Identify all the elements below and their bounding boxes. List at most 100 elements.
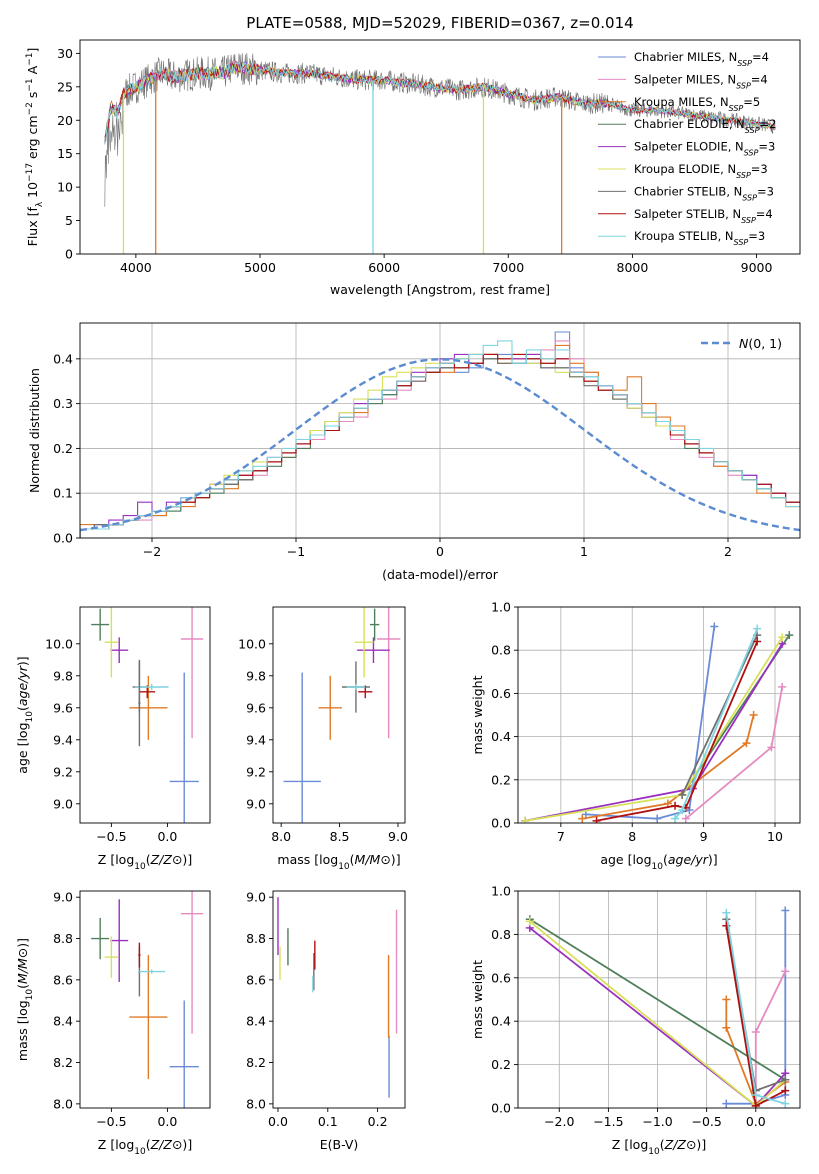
plot-frame (79, 39, 801, 255)
y-tick-label: 10.0 (238, 636, 266, 651)
y-tick-label: 8.0 (246, 1096, 266, 1111)
errorbar-point (357, 637, 390, 663)
y-tick-label: 0.3 (53, 396, 73, 411)
gaussian-curve (80, 358, 800, 532)
weight-marker (753, 637, 762, 646)
y-tick-label: 0.2 (491, 772, 511, 787)
y-tick-label: 0.0 (53, 531, 73, 546)
errorbar-point (138, 659, 141, 747)
weight-marker (742, 739, 751, 748)
weight-marker (653, 814, 662, 823)
y-tick-label: 0.2 (491, 1057, 511, 1072)
y-tick-label: 9.6 (246, 700, 266, 715)
weight-line (582, 714, 755, 820)
errorbar-point (169, 672, 199, 823)
y-tick-label: 1.0 (491, 884, 511, 899)
axis-label: mass [log10(M/M⊙)] (277, 852, 400, 872)
errorbar-point (283, 672, 321, 823)
errorbar-point (354, 607, 374, 678)
axis-label: Z [log10(Z/Z⊙)] (98, 852, 192, 872)
weight-marker (592, 816, 601, 823)
errorbar-point (110, 899, 129, 982)
errorbar-point (110, 637, 129, 663)
x-tick-label: 0.2 (368, 1114, 388, 1129)
y-tick-label: 8.4 (53, 1014, 73, 1029)
x-tick-label: 0.0 (157, 829, 177, 844)
age-vs-metallicity-panel: −0.5 0.0 9.0 9.2 9.4 9.6 9.8 10.0 Z [log10(Z/Z⊙)… (15, 606, 211, 872)
x-tick-label: 5000 (244, 260, 276, 275)
y-tick-label: 0.8 (491, 927, 511, 942)
errorbar-point (138, 969, 166, 974)
x-tick-label: 10 (767, 829, 783, 844)
weight-line (585, 626, 716, 820)
y-tick-label: 0.6 (491, 686, 511, 701)
weight-marker (781, 967, 790, 976)
weight-marker (781, 906, 790, 915)
x-tick-label: 1 (580, 544, 588, 559)
axis-label: Normed distribution (27, 368, 42, 493)
weight-vs-age-panel: 7 8 9 10 0.0 0.2 0.4 0.6 0.8 1.0 age [log10(age/yr… (470, 600, 801, 872)
y-tick-label: 15 (57, 146, 73, 161)
weight-line (681, 634, 759, 796)
y-tick-label: 8.6 (246, 972, 266, 987)
x-tick-label: 0.1 (318, 1114, 338, 1129)
mass-vs-extinction-panel: 0.0 0.1 0.2 8.0 8.2 8.4 8.6 8.8 9.0 E(B-V) (246, 890, 406, 1152)
x-tick-label: 0.0 (746, 1114, 766, 1129)
errorbar-point (134, 683, 169, 691)
plot-frame (79, 606, 211, 824)
x-tick-label: 8000 (617, 260, 649, 275)
weight-marker (722, 1023, 731, 1032)
axis-label: age [log10(age/yr)] (600, 852, 717, 872)
errorbar-point (91, 917, 110, 960)
weight-marker (671, 801, 680, 810)
weight-marker (525, 917, 534, 926)
y-tick-label: 10 (57, 180, 73, 195)
errorbar-point (180, 891, 204, 1034)
weight-marker (781, 1099, 790, 1108)
errorbar-point (104, 936, 119, 978)
y-tick-label: 9.2 (53, 764, 73, 779)
errorbar-point (180, 607, 204, 739)
y-tick-label: 9.4 (246, 732, 266, 747)
spectrum-line (104, 61, 776, 145)
y-tick-label: 8.0 (53, 1096, 73, 1111)
errorbar-point (138, 942, 141, 968)
weight-marker (778, 682, 787, 691)
x-tick-label: −0.5 (96, 829, 126, 844)
residual-histogram-panel: −2 −1 0 1 2 0.0 0.1 0.2 0.3 0.4 (data-model)/error… (27, 322, 801, 582)
y-tick-label: 9.8 (53, 668, 73, 683)
y-tick-label: 9.0 (53, 796, 73, 811)
y-tick-label: 9.8 (246, 668, 266, 683)
legend-label: Kroupa MILES, NSSP=5 (634, 95, 760, 113)
errorbar-point (129, 955, 168, 1080)
axis-label: (data-model)/error (382, 567, 499, 582)
x-tick-label: 8.0 (271, 829, 291, 844)
histogram-steps (80, 331, 800, 538)
weight-line (524, 643, 783, 822)
y-tick-label: 0.4 (53, 351, 73, 366)
weight-line-series (678, 631, 762, 799)
x-tick-label: 4000 (120, 260, 152, 275)
x-tick-label: 8 (628, 829, 636, 844)
legend-label: Salpeter ELODIE, NSSP=3 (634, 140, 775, 158)
histogram-legend: N(0, 1) (701, 336, 782, 351)
legend-label: Kroupa ELODIE, NSSP=3 (634, 162, 768, 180)
errorbar-point (129, 675, 168, 740)
errorbar-point (169, 1000, 199, 1108)
weight-marker (722, 908, 731, 917)
y-tick-label: 8.8 (246, 931, 266, 946)
x-tick-label: 2 (724, 544, 732, 559)
weight-marker (781, 1075, 790, 1084)
axis-label: E(B-V) (320, 1137, 359, 1152)
weight-line-series (671, 624, 762, 823)
weight-marker (678, 790, 687, 799)
axis-label: Flux [fλ 10−17 erg cm−2 s−1 A−1] (25, 48, 45, 247)
spectrum-lines (104, 52, 776, 254)
x-tick-label: 6000 (368, 260, 400, 275)
axis-label: Z [log10(Z/Z⊙)] (612, 1137, 706, 1157)
spectrum-legend: Chabrier MILES, NSSP=4 Salpeter MILES, NS… (598, 50, 776, 247)
y-tick-label: 8.8 (53, 931, 73, 946)
weight-series (521, 622, 794, 823)
x-tick-label: 7000 (492, 260, 524, 275)
errorbar-points (91, 607, 204, 823)
